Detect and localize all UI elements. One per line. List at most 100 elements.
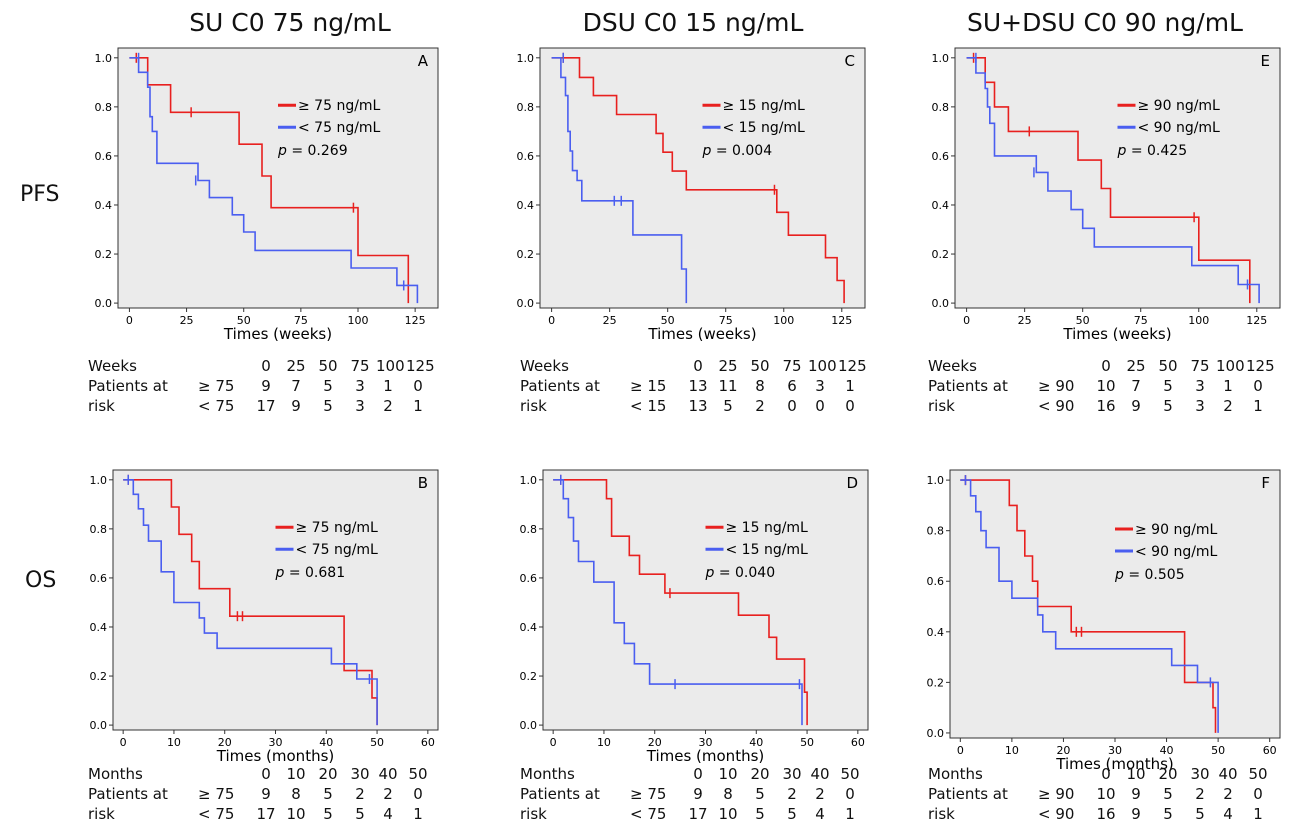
y-tick-label: 0.0 (95, 297, 113, 310)
risk-count: 1 (413, 397, 423, 415)
km-chart-E: 0.0 0.2 0.4 0.6 0.8 1.0 0 25 50 75 100 125 Times (we… (932, 47, 1281, 343)
risk-table-D: Months 0 10 20 30 40 50 Patients at ≥ 75 9 8 5 2 2 0 ri… (520, 765, 880, 825)
risk-group-label: < 15 (630, 397, 667, 415)
risk-count: 2 (755, 397, 765, 415)
y-tick-label: 0.4 (927, 626, 945, 639)
risk-time-header: 0 (693, 765, 703, 783)
y-tick-label: 0.2 (90, 670, 108, 683)
risk-count: 0 (787, 397, 797, 415)
y-tick-label: 0.6 (520, 572, 538, 585)
legend-label: ≥ 90 ng/mL (1138, 98, 1221, 114)
risk-count: 5 (1163, 805, 1173, 823)
series-line-low (551, 57, 688, 304)
risk-count: 17 (688, 805, 708, 823)
y-tick-label: 1.0 (95, 52, 113, 65)
risk-group-label: ≥ 90 (1038, 785, 1075, 803)
risk-row: Patients at ≥ 75 9 7 5 3 1 0 (88, 377, 448, 397)
x-tick-label: 0 (957, 744, 964, 757)
risk-count: 2 (815, 785, 825, 803)
x-tick-label: 60 (851, 736, 865, 749)
risk-time-header: 25 (1126, 357, 1146, 375)
x-tick-label: 25 (180, 314, 194, 327)
km-chart-C: 0.0 0.2 0.4 0.6 0.8 1.0 0 25 50 75 100 125 Times (we… (517, 47, 866, 343)
panel-letter: D (846, 474, 858, 492)
risk-group-label: < 90 (1038, 805, 1075, 823)
y-tick-label: 1.0 (90, 474, 108, 487)
y-tick-label: 0.8 (932, 101, 950, 114)
risk-row-label: risk (88, 805, 115, 823)
risk-count: 3 (355, 397, 365, 415)
risk-count: 0 (1253, 785, 1263, 803)
x-axis-label: Times (weeks) (223, 325, 332, 343)
risk-count: 0 (413, 785, 423, 803)
risk-group-label: < 90 (1038, 397, 1075, 415)
legend-label: < 90 ng/mL (1135, 544, 1218, 560)
risk-time-header: 75 (1190, 357, 1210, 375)
risk-count: 13 (688, 377, 708, 395)
risk-count: 17 (256, 397, 276, 415)
y-tick-label: 0.6 (932, 150, 950, 163)
y-tick-label: 0.0 (927, 727, 945, 740)
x-tick-label: 60 (421, 736, 435, 749)
km-chart-B: 0.0 0.2 0.4 0.6 0.8 1.0 0 10 20 30 40 50 60 Times (mo… (90, 469, 439, 765)
series-line-low (553, 479, 803, 726)
risk-time-header: 125 (406, 357, 435, 375)
risk-count: 10 (1096, 785, 1116, 803)
risk-count: 5 (723, 397, 733, 415)
risk-count: 16 (1096, 805, 1116, 823)
y-tick-label: 0.4 (90, 621, 108, 634)
risk-row: Weeks 0 25 50 75 100 125 (928, 357, 1288, 377)
column-title-dsu: DSU C0 15 ng/mL (582, 8, 804, 37)
panel-letter: B (418, 474, 428, 492)
risk-time-header: 100 (808, 357, 837, 375)
y-tick-label: 0.8 (927, 525, 945, 538)
p-value: p = 0.681 (275, 565, 346, 581)
risk-row: risk < 90 16 9 5 5 4 1 (928, 805, 1288, 825)
risk-count: 3 (1195, 377, 1205, 395)
x-tick-label: 0 (963, 314, 970, 327)
series-line-high (553, 479, 808, 726)
risk-count: 9 (1131, 805, 1141, 823)
risk-count: 7 (291, 377, 301, 395)
risk-time-header: 50 (1158, 357, 1178, 375)
risk-count: 5 (323, 397, 333, 415)
y-tick-label: 0.6 (95, 150, 113, 163)
risk-group-label: < 75 (198, 397, 235, 415)
y-tick-label: 0.4 (95, 199, 113, 212)
risk-group-label: ≥ 75 (198, 377, 235, 395)
risk-table-E: Weeks 0 25 50 75 100 125 Patients at ≥ 90 10 7 5 3 1 0… (928, 357, 1288, 417)
x-tick-label: 20 (648, 736, 662, 749)
risk-time-header: 10 (286, 765, 306, 783)
risk-time-header: 50 (318, 357, 338, 375)
risk-count: 16 (1096, 397, 1116, 415)
risk-count: 10 (1096, 377, 1116, 395)
plot-area (949, 469, 1281, 739)
risk-time-header: 20 (750, 765, 770, 783)
legend-label: < 75 ng/mL (296, 542, 379, 558)
risk-time-header: 25 (286, 357, 306, 375)
risk-table-A: Weeks 0 25 50 75 100 125 Patients at ≥ 75 9 7 5 3 1 0 r… (88, 357, 448, 417)
risk-group-label: < 75 (630, 805, 667, 823)
x-tick-label: 50 (800, 736, 814, 749)
legend-label: < 15 ng/mL (726, 542, 809, 558)
risk-row-label: risk (88, 397, 115, 415)
risk-count: 5 (755, 805, 765, 823)
panel-letter: F (1261, 474, 1270, 492)
risk-time-header: 20 (1158, 765, 1178, 783)
x-tick-label: 50 (1211, 744, 1225, 757)
risk-count: 5 (787, 805, 797, 823)
risk-row-label: Weeks (88, 357, 137, 375)
risk-count: 1 (383, 377, 393, 395)
y-tick-label: 1.0 (520, 474, 538, 487)
risk-row: Weeks 0 25 50 75 100 125 (520, 357, 880, 377)
risk-count: 1 (413, 805, 423, 823)
y-tick-label: 1.0 (927, 474, 945, 487)
x-tick-label: 0 (120, 736, 127, 749)
risk-row: Months 0 10 20 30 40 50 (928, 765, 1288, 785)
x-tick-label: 0 (126, 314, 133, 327)
risk-count: 3 (815, 377, 825, 395)
series-line-high (129, 57, 410, 304)
risk-row: risk < 75 17 9 5 3 2 1 (88, 397, 448, 417)
x-tick-label: 125 (831, 314, 852, 327)
risk-group-label: < 75 (198, 805, 235, 823)
